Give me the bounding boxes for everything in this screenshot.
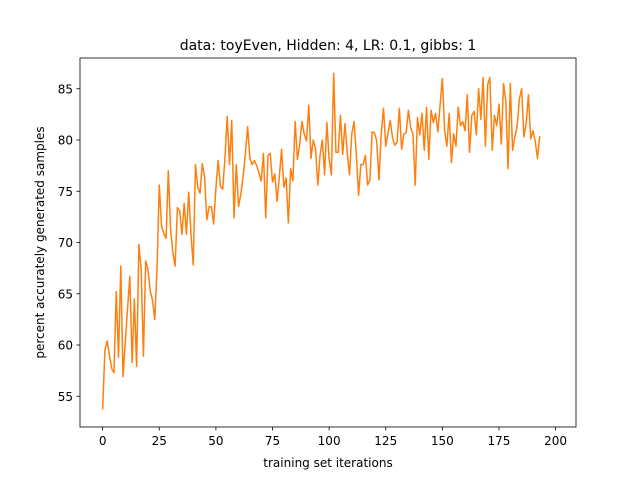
series-line <box>101 72 541 410</box>
x-tick-label: 100 <box>318 434 341 448</box>
y-tick-label: 55 <box>58 390 73 404</box>
plot-area <box>79 57 577 428</box>
x-tick-label: 125 <box>374 434 397 448</box>
y-tick-label: 85 <box>58 82 73 96</box>
y-tick-label: 75 <box>58 185 73 199</box>
x-tick-label: 200 <box>544 434 567 448</box>
y-axis: 55 60 65 70 75 80 85 <box>58 82 80 404</box>
y-axis-label: percent accurately generated samples <box>33 126 47 358</box>
y-tick-label: 80 <box>58 134 73 148</box>
x-tick-label: 175 <box>488 434 511 448</box>
x-tick-label: 50 <box>208 434 223 448</box>
axes-background <box>80 58 576 427</box>
y-tick-label: 65 <box>58 287 73 301</box>
x-axis: 0 25 50 75 100 125 150 175 200 <box>99 427 567 448</box>
y-tick-label: 60 <box>58 339 73 353</box>
chart-title: data: toyEven, Hidden: 4, LR: 0.1, gibbs… <box>180 38 477 54</box>
x-tick-label: 150 <box>431 434 454 448</box>
x-axis-label: training set iterations <box>263 456 392 470</box>
x-tick-label: 25 <box>152 434 167 448</box>
y-tick-label: 70 <box>58 236 73 250</box>
x-tick-label: 0 <box>99 434 107 448</box>
x-tick-label: 75 <box>265 434 280 448</box>
